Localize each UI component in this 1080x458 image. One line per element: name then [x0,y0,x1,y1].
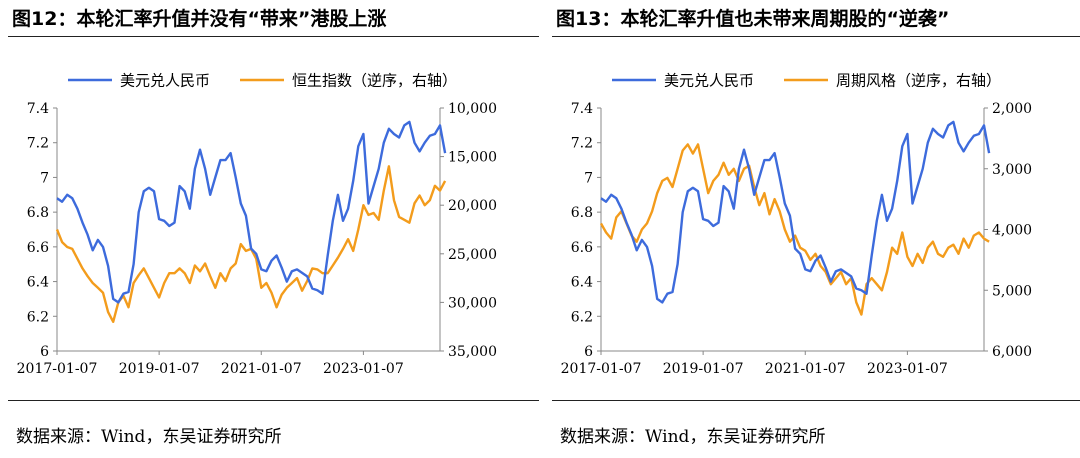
figure-title: 图13：本轮汇率升值也未带来周期股的“逆袭” [556,8,950,30]
series-line-usd-cny [56,120,447,304]
y-left-tick-label: 6.4 [27,275,49,291]
y-left-tick-label: 7 [40,170,49,186]
y-right-tick-label: 5,000 [992,283,1032,299]
title-divider [8,36,539,37]
y-right-tick-label: 35,000 [448,344,497,360]
x-tick-label: 2023-01-07 [867,361,948,377]
y-left-tick-label: 6.6 [27,240,49,256]
y-left-tick-label: 6 [584,344,593,360]
x-tick-label: 2019-01-07 [663,361,744,377]
y-left-tick-label: 6.2 [27,309,49,325]
legend-label: 美元兑人民币 [664,72,754,90]
x-tick-label: 2017-01-07 [17,361,98,377]
y-right-tick-label: 20,000 [448,198,497,214]
y-right-tick-label: 4,000 [992,223,1032,239]
y-right-tick-label: 30,000 [448,295,497,311]
y-left-tick-label: 7 [584,170,593,186]
y-left-tick-label: 6.6 [571,240,593,256]
legend-label: 周期风格（逆序，右轴） [836,72,1001,90]
y-left-tick-label: 6.8 [27,205,49,221]
bottom-divider [552,400,1080,401]
bottom-divider [8,400,539,401]
y-left-tick-label: 6 [40,344,49,360]
y-right-tick-label: 6,000 [992,344,1032,360]
y-left-tick-label: 6.4 [571,275,593,291]
y-right-tick-label: 10,000 [448,101,497,117]
title-divider [552,36,1080,37]
chart-cyclical-vs-usdcny: 6 6.2 6.4 6.6 6.8 7 7.2 7.4 2,000 3,000 4,000 5,000… [561,72,1032,378]
figure-title: 图12：本轮汇率升值并没有“带来”港股上涨 [12,8,387,30]
y-left-tick-label: 7.4 [571,101,593,117]
figure-12-panel: 图12：本轮汇率升值并没有“带来”港股上涨 6 6.2 6.4 6.6 6.8 7 7.2 7… [8,0,539,458]
y-right-tick-label: 3,000 [992,162,1032,178]
source-note: 数据来源：Wind，东吴证券研究所 [560,427,826,447]
y-left-tick-label: 7.2 [571,136,593,152]
y-left-tick-label: 7.4 [27,101,49,117]
x-tick-label: 2019-01-07 [119,361,200,377]
x-tick-label: 2021-01-07 [221,361,302,377]
series-line-usd-cny [600,120,991,304]
y-right-tick-label: 15,000 [448,150,497,166]
y-left-tick-label: 6.8 [571,205,593,221]
source-note: 数据来源：Wind，东吴证券研究所 [16,427,282,447]
y-left-tick-label: 6.2 [571,309,593,325]
legend-label: 美元兑人民币 [120,72,210,90]
y-right-tick-label: 2,000 [992,101,1032,117]
y-right-tick-label: 25,000 [448,247,497,263]
x-tick-label: 2023-01-07 [323,361,404,377]
legend-label: 恒生指数（逆序，右轴） [292,72,457,90]
chart-hsi-vs-usdcny: 6 6.2 6.4 6.6 6.8 7 7.2 7.4 10,000 15,000 20,000 25… [17,72,497,378]
x-tick-label: 2021-01-07 [765,361,846,377]
figure-13-panel: 图13：本轮汇率升值也未带来周期股的“逆袭” 6 6.2 6.4 6.6 6.8 7 7.2… [552,0,1080,458]
y-left-tick-label: 7.2 [27,136,49,152]
series-line-right-axis [599,143,990,316]
x-tick-label: 2017-01-07 [561,361,642,377]
